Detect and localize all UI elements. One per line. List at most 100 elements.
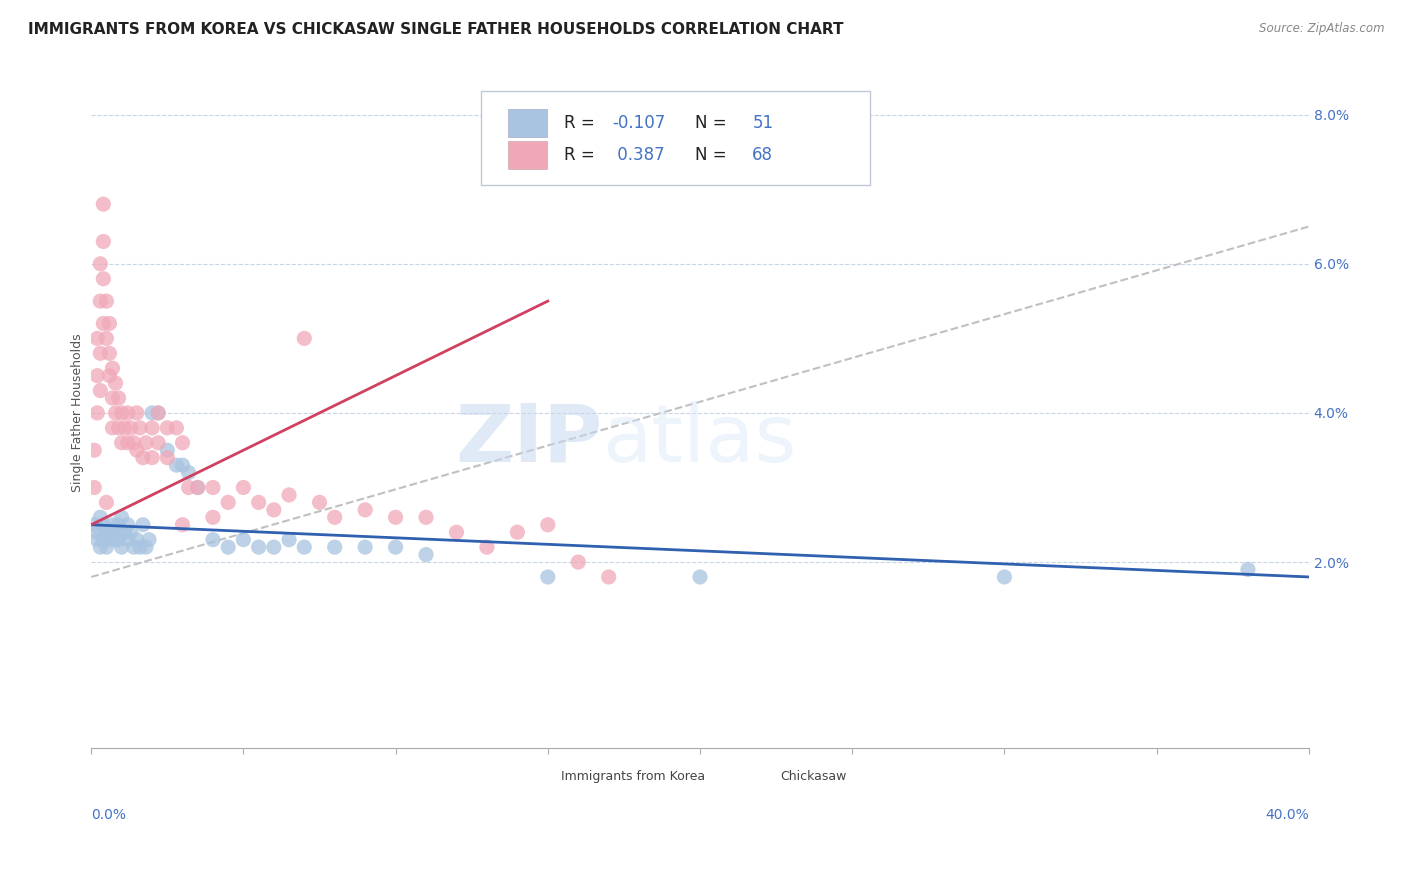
Point bbox=[104, 525, 127, 540]
Point bbox=[384, 540, 406, 554]
Point bbox=[172, 517, 194, 532]
Point bbox=[89, 384, 111, 398]
Text: Immigrants from Korea: Immigrants from Korea bbox=[561, 770, 706, 783]
Point bbox=[125, 443, 148, 458]
Point bbox=[89, 346, 111, 360]
Point bbox=[187, 481, 209, 495]
Point bbox=[125, 533, 148, 547]
Point bbox=[993, 570, 1015, 584]
Point bbox=[506, 525, 529, 540]
Point bbox=[120, 525, 142, 540]
Point bbox=[475, 540, 498, 554]
Point bbox=[278, 488, 301, 502]
Point bbox=[232, 533, 254, 547]
Point bbox=[104, 376, 127, 390]
Text: N =: N = bbox=[695, 114, 733, 132]
Point bbox=[93, 533, 115, 547]
Text: IMMIGRANTS FROM KOREA VS CHICKASAW SINGLE FATHER HOUSEHOLDS CORRELATION CHART: IMMIGRANTS FROM KOREA VS CHICKASAW SINGL… bbox=[28, 22, 844, 37]
Point bbox=[98, 368, 121, 383]
Point bbox=[114, 421, 136, 435]
Point bbox=[567, 555, 589, 569]
Point bbox=[446, 525, 468, 540]
FancyBboxPatch shape bbox=[481, 91, 870, 185]
Point bbox=[141, 406, 163, 420]
Point bbox=[135, 435, 157, 450]
Point bbox=[292, 331, 315, 345]
Text: -0.107: -0.107 bbox=[613, 114, 665, 132]
Point bbox=[128, 421, 150, 435]
FancyBboxPatch shape bbox=[523, 768, 555, 785]
Point bbox=[117, 406, 139, 420]
Point bbox=[172, 458, 194, 472]
Point bbox=[89, 294, 111, 309]
Text: R =: R = bbox=[564, 145, 599, 163]
Point bbox=[93, 271, 115, 285]
Point bbox=[156, 421, 179, 435]
Point bbox=[217, 540, 239, 554]
Point bbox=[415, 510, 437, 524]
Point bbox=[201, 481, 224, 495]
Point bbox=[278, 533, 301, 547]
Point bbox=[111, 435, 134, 450]
Point bbox=[172, 435, 194, 450]
Point bbox=[384, 510, 406, 524]
Point bbox=[86, 368, 108, 383]
Text: Source: ZipAtlas.com: Source: ZipAtlas.com bbox=[1260, 22, 1385, 36]
Point bbox=[156, 450, 179, 465]
Point bbox=[165, 458, 187, 472]
Point bbox=[93, 517, 115, 532]
Point bbox=[101, 391, 124, 405]
Point bbox=[354, 540, 377, 554]
Point bbox=[96, 495, 118, 509]
Text: 0.0%: 0.0% bbox=[91, 808, 127, 822]
Point bbox=[89, 257, 111, 271]
Text: 68: 68 bbox=[752, 145, 773, 163]
Point bbox=[177, 466, 200, 480]
Point bbox=[537, 517, 560, 532]
Text: Chickasaw: Chickasaw bbox=[780, 770, 846, 783]
Point bbox=[122, 435, 145, 450]
Point bbox=[101, 361, 124, 376]
Text: 0.387: 0.387 bbox=[613, 145, 665, 163]
Point bbox=[132, 517, 155, 532]
Text: R =: R = bbox=[564, 114, 599, 132]
Point bbox=[132, 450, 155, 465]
Point bbox=[232, 481, 254, 495]
Point bbox=[83, 481, 105, 495]
Text: ZIP: ZIP bbox=[456, 401, 603, 479]
Point bbox=[83, 517, 105, 532]
Point bbox=[141, 450, 163, 465]
Text: atlas: atlas bbox=[603, 401, 797, 479]
Point bbox=[93, 235, 115, 249]
Point bbox=[107, 533, 129, 547]
Point bbox=[86, 331, 108, 345]
Point bbox=[598, 570, 620, 584]
Point bbox=[308, 495, 330, 509]
Point bbox=[187, 481, 209, 495]
Y-axis label: Single Father Households: Single Father Households bbox=[72, 334, 84, 492]
Point bbox=[122, 540, 145, 554]
Point bbox=[354, 503, 377, 517]
Point bbox=[117, 517, 139, 532]
Point bbox=[83, 443, 105, 458]
Point bbox=[93, 317, 115, 331]
Point bbox=[96, 294, 118, 309]
Point bbox=[292, 540, 315, 554]
Point bbox=[101, 421, 124, 435]
Point bbox=[86, 525, 108, 540]
Point bbox=[104, 406, 127, 420]
Point bbox=[177, 481, 200, 495]
Point bbox=[689, 570, 711, 584]
FancyBboxPatch shape bbox=[508, 141, 547, 169]
Point bbox=[156, 443, 179, 458]
Point bbox=[146, 406, 169, 420]
Point bbox=[104, 533, 127, 547]
Point bbox=[96, 525, 118, 540]
Point bbox=[138, 533, 160, 547]
Point bbox=[107, 391, 129, 405]
Point bbox=[96, 331, 118, 345]
FancyBboxPatch shape bbox=[742, 768, 775, 785]
Text: N =: N = bbox=[695, 145, 733, 163]
Point bbox=[101, 525, 124, 540]
Point bbox=[146, 406, 169, 420]
